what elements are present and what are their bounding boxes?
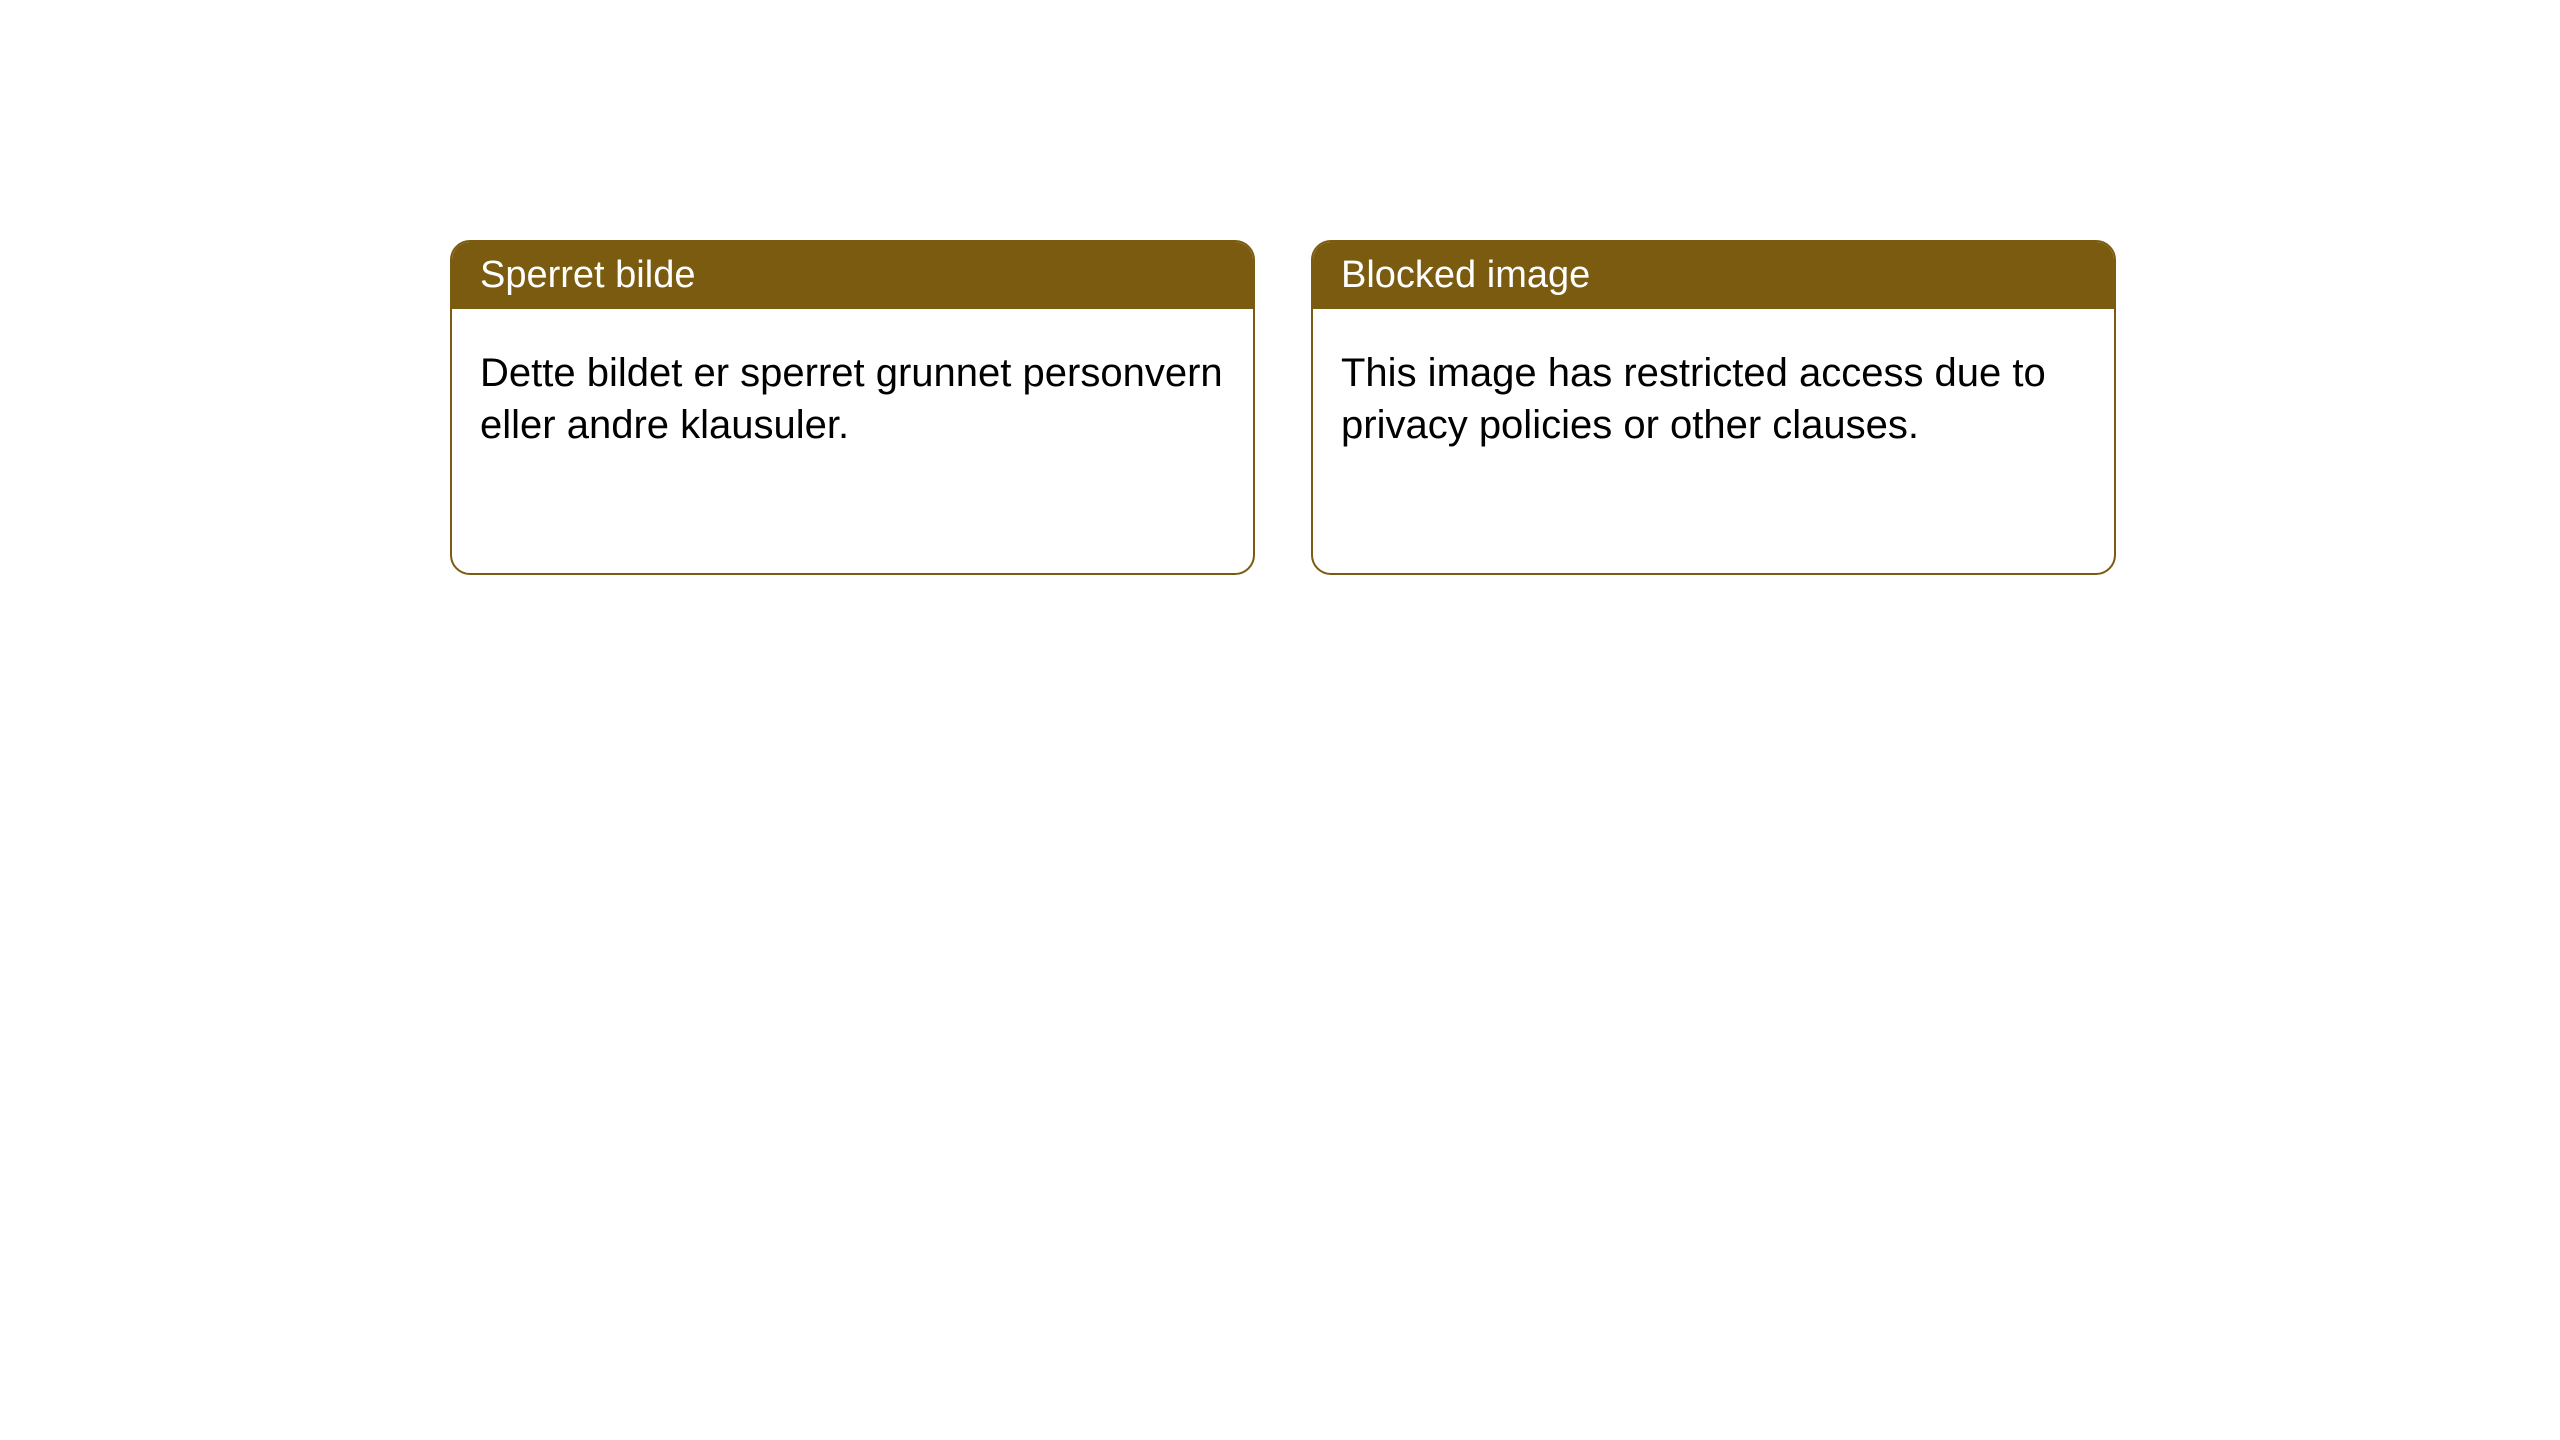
cards-container: Sperret bilde Dette bildet er sperret gr… — [0, 0, 2560, 575]
card-message: Dette bildet er sperret grunnet personve… — [480, 351, 1223, 447]
card-message: This image has restricted access due to … — [1341, 351, 2046, 447]
card-header: Sperret bilde — [452, 242, 1253, 309]
blocked-image-card-en: Blocked image This image has restricted … — [1311, 240, 2116, 575]
card-header: Blocked image — [1313, 242, 2114, 309]
card-body: This image has restricted access due to … — [1313, 309, 2114, 489]
blocked-image-card-no: Sperret bilde Dette bildet er sperret gr… — [450, 240, 1255, 575]
card-body: Dette bildet er sperret grunnet personve… — [452, 309, 1253, 489]
card-title: Sperret bilde — [480, 254, 695, 296]
card-title: Blocked image — [1341, 254, 1590, 296]
